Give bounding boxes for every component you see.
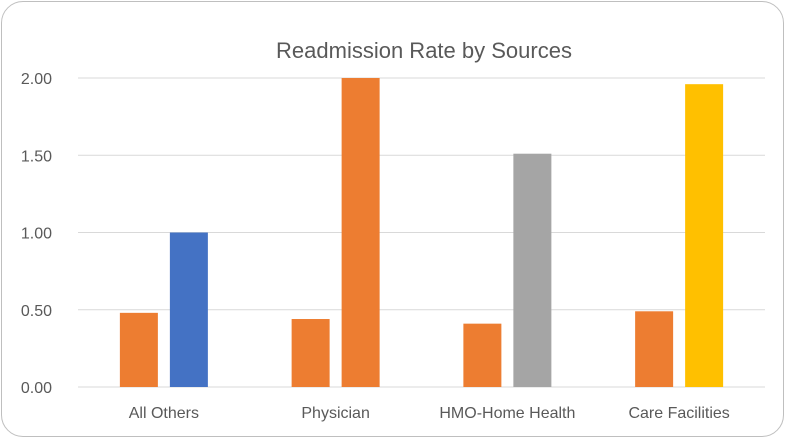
y-tick-label: 1.50 — [21, 148, 52, 165]
x-tick-label: Care Facilities — [628, 405, 729, 422]
bars — [119, 78, 724, 388]
y-tick-label: 0.50 — [21, 303, 52, 320]
bar — [685, 84, 724, 388]
bar — [169, 232, 208, 387]
y-tick-label: 0.00 — [21, 380, 52, 397]
bar — [513, 153, 552, 387]
x-axis-ticks: All Others Physician HMO-Home Health Care F… — [129, 405, 730, 422]
bar — [291, 319, 330, 387]
bar — [635, 311, 674, 387]
y-axis-ticks: 0.00 0.50 1.00 1.50 2.00 — [21, 71, 52, 397]
bar — [119, 312, 158, 387]
y-tick-label: 2.00 — [21, 71, 52, 88]
bar — [341, 78, 380, 387]
x-tick-label: All Others — [129, 405, 199, 422]
x-tick-label: Physician — [301, 405, 369, 422]
y-tick-label: 1.00 — [21, 226, 52, 243]
bar — [463, 323, 502, 387]
x-tick-label: HMO-Home Health — [439, 405, 575, 422]
chart-title: Readmission Rate by Sources — [276, 38, 572, 63]
